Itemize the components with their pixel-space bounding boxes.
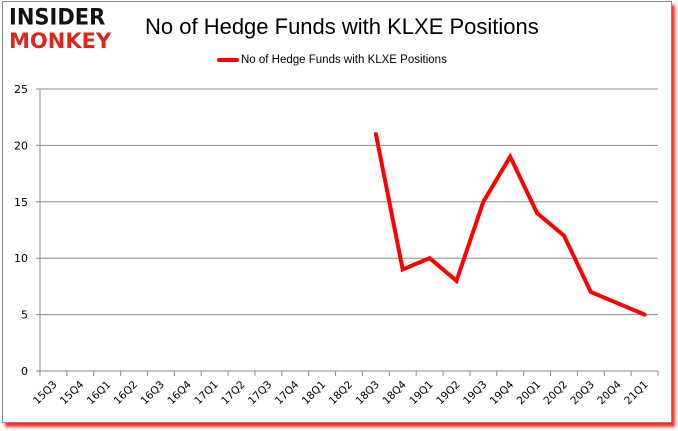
x-tick-label: 16Q4 (165, 378, 194, 407)
y-tick-label: 0 (21, 365, 28, 378)
x-tick-label: 19Q3 (461, 379, 490, 408)
x-tick-label: 19Q4 (488, 378, 517, 407)
x-tick-label: 20Q3 (568, 379, 597, 408)
insider-monkey-logo: INSIDER MONKEY (9, 4, 129, 54)
y-tick-label: 15 (14, 196, 28, 209)
legend-swatch-icon (217, 58, 239, 62)
x-tick-label: 16Q3 (139, 379, 168, 408)
x-tick-label: 18Q2 (327, 379, 356, 408)
data-series (373, 132, 647, 317)
x-tick-label: 20Q2 (542, 379, 571, 408)
x-tick-label: 18Q4 (380, 378, 409, 407)
x-tick-label: 15Q4 (58, 378, 87, 407)
chart-title: No of Hedge Funds with KLXE Positions (145, 14, 539, 39)
x-tick-label: 20Q1 (515, 379, 544, 408)
x-tick-label: 18Q1 (300, 379, 329, 408)
x-tick-label: 17Q1 (192, 379, 221, 408)
axes (36, 88, 659, 376)
x-tick-label: 16Q2 (112, 379, 141, 408)
y-tick-label: 10 (14, 252, 28, 265)
x-tick-label: 17Q4 (273, 378, 302, 407)
x-tick-label: 19Q1 (407, 379, 436, 408)
series-line (373, 132, 647, 317)
x-tick-label: 15Q3 (31, 379, 60, 408)
logo-line-2: MONKEY (9, 29, 112, 53)
logo-line-1: INSIDER (9, 4, 106, 30)
x-tick-label: 16Q1 (85, 379, 114, 408)
x-tick-label: 17Q3 (246, 379, 275, 408)
x-axis-ticks: 15Q315Q416Q116Q216Q316Q417Q117Q217Q317Q4… (31, 378, 651, 407)
chart-frame (2, 1, 672, 423)
y-axis-ticks: 0 5 10 15 20 25 (14, 83, 28, 378)
x-tick-label: 18Q3 (353, 379, 382, 408)
y-tick-label: 25 (14, 83, 28, 96)
x-tick-label: 21Q1 (622, 379, 651, 408)
x-tick-label: 17Q2 (219, 379, 248, 408)
chart-legend: No of Hedge Funds with KLXE Positions (217, 54, 447, 66)
y-tick-label: 20 (14, 139, 28, 152)
x-tick-label: 19Q2 (434, 379, 463, 408)
legend-label: No of Hedge Funds with KLXE Positions (241, 54, 447, 66)
x-tick-label: 20Q4 (595, 378, 624, 407)
gridlines (40, 88, 658, 316)
y-tick-label: 5 (21, 309, 28, 322)
